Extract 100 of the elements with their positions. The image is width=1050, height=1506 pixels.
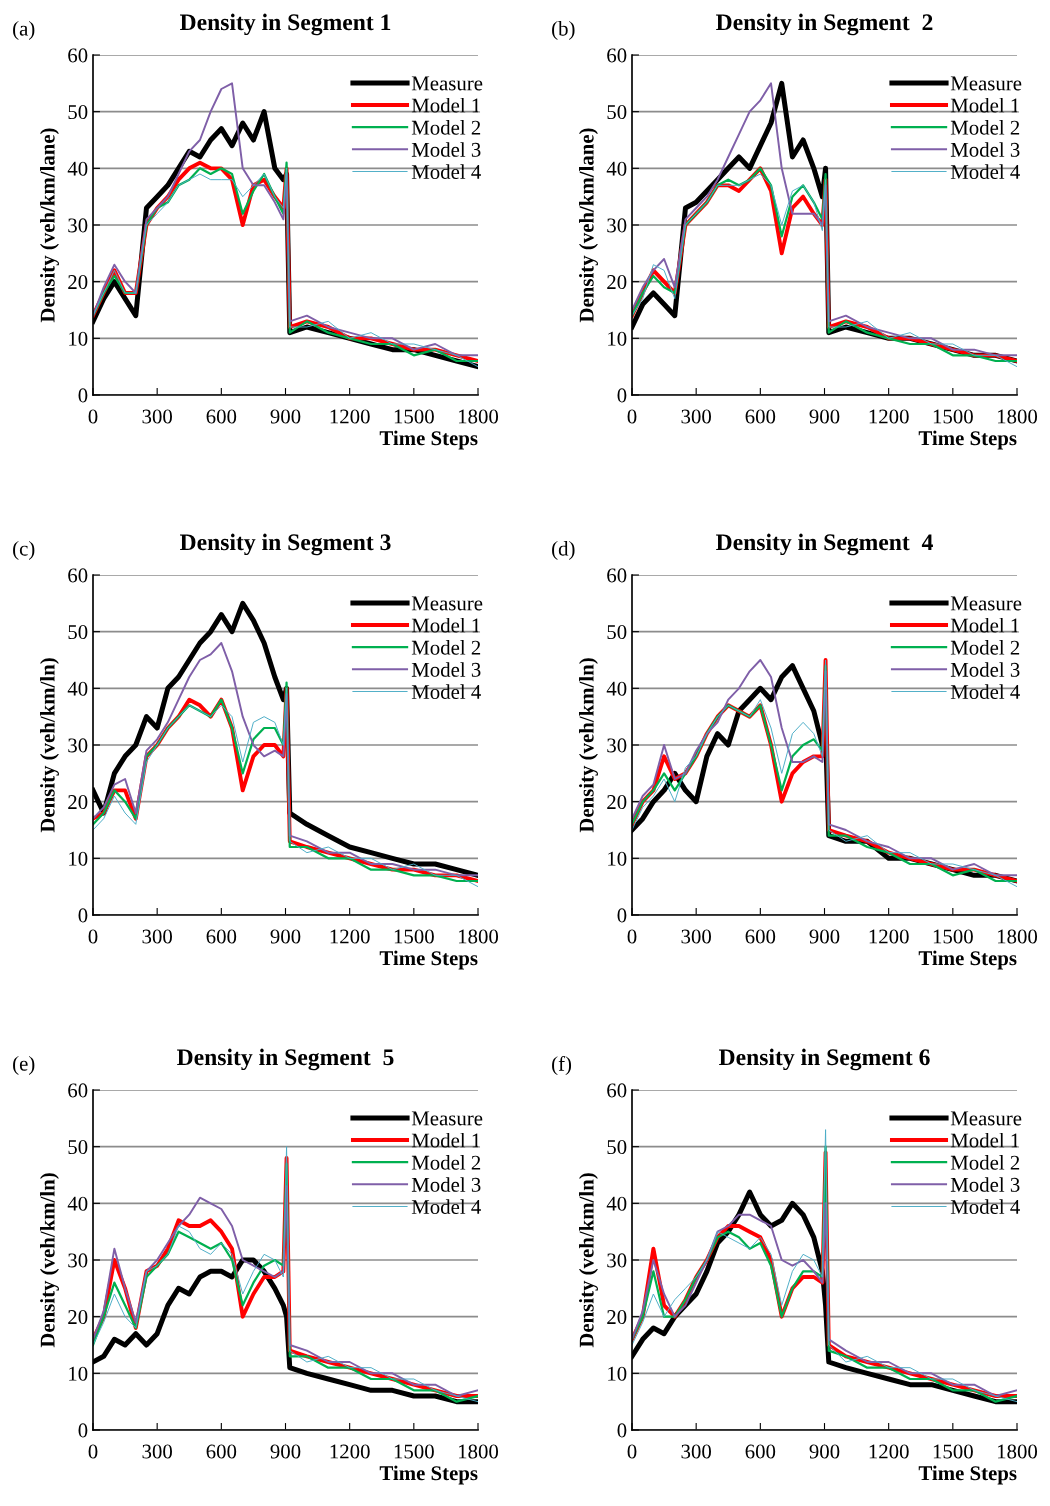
y-tick-label: 0 bbox=[617, 1423, 627, 1438]
text: (b) bbox=[552, 21, 575, 40]
legend-label: Model 3 bbox=[411, 142, 481, 157]
y-tick-label: 50 bbox=[68, 625, 88, 640]
y-tick-label: 60 bbox=[607, 48, 627, 63]
text: (d) bbox=[552, 541, 575, 560]
legend-label: Model 1 bbox=[950, 1132, 1020, 1148]
y-tick-label: 0 bbox=[78, 388, 88, 403]
x-tick-label: 0 bbox=[88, 1444, 98, 1459]
legend-label: Measure bbox=[950, 1111, 1022, 1126]
chart-title: Density in Segment 2 bbox=[716, 13, 933, 36]
y-tick-label: 60 bbox=[607, 568, 627, 583]
x-tick-label: 600 bbox=[745, 929, 776, 944]
x-tick-label: 1200 bbox=[869, 929, 909, 944]
legend-label: Model 1 bbox=[411, 97, 481, 113]
y-tick-label: 30 bbox=[68, 1253, 88, 1268]
y-tick-label: 10 bbox=[608, 331, 627, 346]
y-tick-label: 20 bbox=[607, 1310, 627, 1325]
x-axis-title: Time Steps bbox=[379, 1465, 478, 1485]
y-axis-title: Density (veh/km/ln) bbox=[40, 1173, 59, 1348]
y-tick-label: 0 bbox=[78, 908, 88, 923]
x-tick-label: 1800 bbox=[459, 929, 499, 944]
y-tick-label: 40 bbox=[67, 1196, 88, 1211]
text: (a) bbox=[13, 21, 35, 40]
text: (e) bbox=[13, 1056, 35, 1075]
legend-label: Model 3 bbox=[950, 662, 1020, 677]
y-axis-title: Density (veh/km/ln) bbox=[40, 658, 59, 833]
x-tick-label: 600 bbox=[206, 409, 237, 424]
legend-label: Model 2 bbox=[411, 120, 481, 135]
legend-label: Measure bbox=[950, 596, 1022, 611]
x-tick-label: 900 bbox=[809, 409, 840, 424]
x-tick-label: 1200 bbox=[869, 1444, 909, 1459]
legend-label: Model 1 bbox=[950, 617, 1020, 633]
y-tick-label: 30 bbox=[607, 738, 627, 753]
legend-label: Measure bbox=[411, 596, 483, 611]
legend-label: Model 2 bbox=[950, 640, 1020, 655]
y-tick-label: 40 bbox=[606, 681, 627, 696]
y-tick-label: 30 bbox=[68, 738, 88, 753]
x-tick-label: 1200 bbox=[869, 409, 909, 424]
x-tick-label: 0 bbox=[88, 929, 98, 944]
text: (f) bbox=[552, 1056, 572, 1076]
x-tick-label: 300 bbox=[681, 409, 711, 424]
x-tick-label: 0 bbox=[88, 409, 98, 424]
legend-label: Model 2 bbox=[950, 120, 1020, 135]
x-tick-label: 900 bbox=[809, 929, 840, 944]
x-tick-label: 600 bbox=[206, 1444, 237, 1459]
legend-label: Model 2 bbox=[950, 1155, 1020, 1170]
x-axis-title: Time Steps bbox=[379, 950, 478, 970]
y-tick-label: 30 bbox=[607, 1253, 627, 1268]
y-tick-label: 60 bbox=[68, 568, 88, 583]
chart-title: Density in Segment 3 bbox=[180, 533, 391, 556]
x-tick-label: 1500 bbox=[933, 409, 973, 424]
y-tick-label: 20 bbox=[607, 275, 627, 290]
legend-label: Model 4 bbox=[411, 684, 481, 699]
x-tick-label: 1800 bbox=[998, 929, 1038, 944]
legend-label: Model 1 bbox=[411, 617, 481, 633]
y-tick-label: 40 bbox=[606, 161, 627, 176]
x-tick-label: 900 bbox=[809, 1444, 840, 1459]
x-tick-label: 1800 bbox=[998, 409, 1038, 424]
y-tick-label: 20 bbox=[68, 795, 88, 810]
y-tick-label: 50 bbox=[68, 105, 88, 120]
y-tick-label: 40 bbox=[67, 681, 88, 696]
y-axis-title: Density (veh/km/ln) bbox=[579, 1173, 598, 1348]
legend-label: Measure bbox=[411, 76, 483, 91]
y-tick-label: 10 bbox=[608, 1366, 627, 1381]
x-tick-label: 1200 bbox=[330, 929, 370, 944]
x-tick-label: 1800 bbox=[998, 1444, 1038, 1459]
legend-label: Model 3 bbox=[950, 142, 1020, 157]
legend-label: Model 4 bbox=[411, 1199, 481, 1214]
x-tick-label: 600 bbox=[206, 929, 237, 944]
y-axis-title: Density (veh/km/lane) bbox=[40, 128, 59, 323]
y-tick-label: 60 bbox=[68, 1083, 88, 1098]
y-tick-label: 10 bbox=[69, 1366, 88, 1381]
y-tick-label: 50 bbox=[607, 105, 627, 120]
y-tick-label: 20 bbox=[68, 1310, 88, 1325]
y-tick-label: 0 bbox=[78, 1423, 88, 1438]
chart-title: Density in Segment 1 bbox=[180, 13, 391, 36]
y-tick-label: 60 bbox=[607, 1083, 627, 1098]
x-tick-label: 1800 bbox=[459, 409, 499, 424]
y-tick-label: 50 bbox=[68, 1140, 88, 1155]
x-tick-label: 300 bbox=[142, 1444, 172, 1459]
y-tick-label: 10 bbox=[69, 851, 88, 866]
x-tick-label: 1800 bbox=[459, 1444, 499, 1459]
y-tick-label: 10 bbox=[608, 851, 627, 866]
x-tick-label: 0 bbox=[627, 929, 637, 944]
y-tick-label: 10 bbox=[69, 331, 88, 346]
x-tick-label: 600 bbox=[745, 1444, 776, 1459]
legend-label: Model 4 bbox=[411, 164, 481, 179]
x-axis-title: Time Steps bbox=[918, 430, 1017, 450]
legend-label: Model 2 bbox=[411, 640, 481, 655]
legend-label: Measure bbox=[411, 1111, 483, 1126]
x-tick-label: 1500 bbox=[394, 929, 434, 944]
y-tick-label: 50 bbox=[607, 625, 627, 640]
y-tick-label: 0 bbox=[617, 908, 627, 923]
y-axis-title: Density (veh/km/lane) bbox=[579, 128, 598, 323]
legend-label: Model 3 bbox=[411, 1177, 481, 1192]
x-tick-label: 1200 bbox=[330, 1444, 370, 1459]
chart-title: Density in Segment 6 bbox=[719, 1048, 930, 1071]
y-tick-label: 30 bbox=[607, 218, 627, 233]
legend-label: Model 4 bbox=[950, 164, 1020, 179]
